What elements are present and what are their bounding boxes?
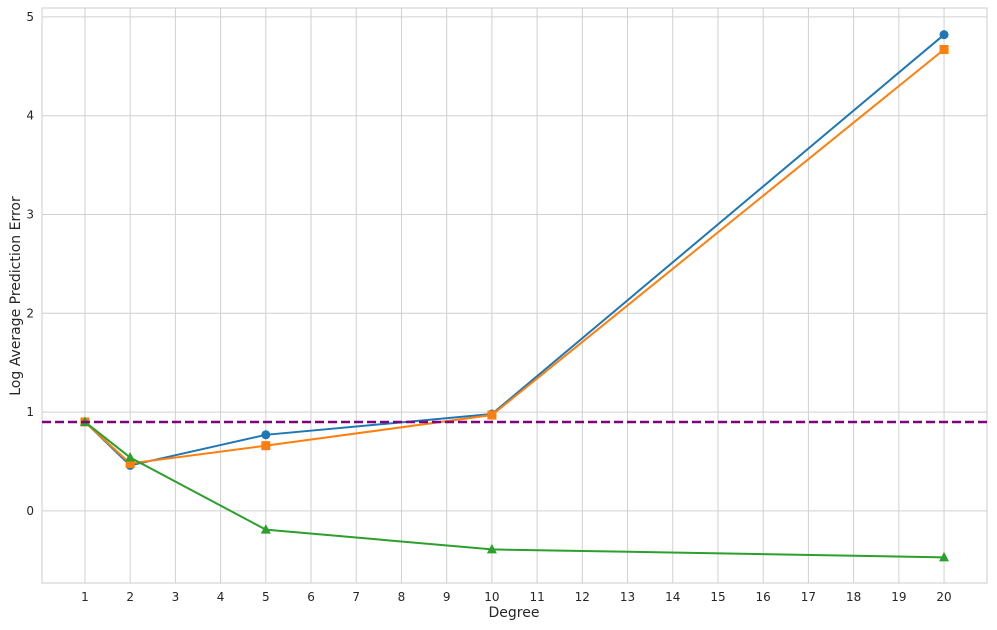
marker [261, 441, 271, 451]
y-tick-label: 3 [26, 207, 34, 221]
x-tick-label: 8 [398, 590, 406, 604]
series-line [84, 33, 945, 467]
x-tick-label: 12 [575, 590, 590, 604]
marker [939, 30, 949, 40]
x-tick-label: 18 [846, 590, 861, 604]
marker [260, 524, 271, 534]
marker [125, 458, 135, 468]
plot-frame [41, 7, 988, 584]
x-tick-label: 16 [756, 590, 771, 604]
marker [939, 551, 950, 562]
x-tick-label: 7 [352, 590, 360, 604]
x-tick-label: 11 [529, 590, 544, 604]
y-tick-label: 0 [26, 504, 34, 518]
x-tick-label: 4 [217, 590, 225, 604]
marker [939, 44, 949, 54]
x-tick-label: 20 [936, 590, 951, 604]
marker [125, 452, 136, 462]
y-tick-label: 1 [26, 405, 34, 419]
x-tick-label: 6 [307, 590, 315, 604]
x-tick-label: 9 [443, 590, 451, 604]
y-axis-label: Log Average Prediction Error [8, 196, 24, 396]
series-line [84, 48, 945, 465]
x-tick-label: 10 [484, 590, 499, 604]
x-tick-label: 3 [172, 590, 180, 604]
x-tick-label: 1 [81, 590, 89, 604]
x-tick-label: 17 [801, 590, 816, 604]
x-tick-label: 15 [710, 590, 725, 604]
x-tick-label: 5 [262, 590, 270, 604]
x-tick-label: 14 [665, 590, 680, 604]
y-tick-label: 2 [26, 306, 34, 320]
x-tick-label: 19 [891, 590, 906, 604]
marker [486, 543, 497, 554]
y-tick-label: 4 [26, 109, 34, 123]
y-tick-label: 5 [26, 10, 34, 24]
x-axis-label: Degree [489, 605, 540, 621]
marker [261, 430, 271, 440]
x-tick-label: 13 [620, 590, 635, 604]
x-tick-label: 2 [126, 590, 134, 604]
marker [487, 410, 497, 420]
series-line [84, 421, 945, 559]
